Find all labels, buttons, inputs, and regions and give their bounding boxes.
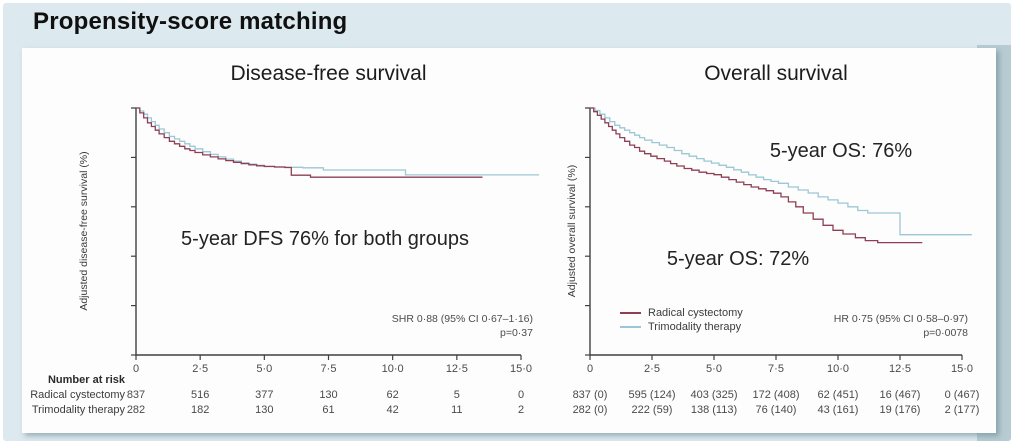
risk-value: 403 (325) — [690, 389, 738, 401]
legend-line-radical-cystectomy — [620, 312, 641, 314]
risk-value: 62 — [386, 389, 399, 401]
figure-panel: Disease-free survival Overall survival A… — [22, 48, 996, 433]
risk-value: 76 (140) — [755, 404, 797, 416]
km-curve-trimodality-therapy — [590, 107, 972, 236]
risk-value: 43 (161) — [817, 404, 859, 416]
survival-curves-plot: 0 2·5 5·0 7·5 10·0 12·5 15·0 0 2·5 5·0 7·5 10·0 12·5… — [131, 107, 973, 375]
km-curve-trimodality-therapy — [136, 107, 539, 176]
x-tick-label: 0 — [587, 363, 593, 375]
risk-row-label-radical-cystectomy: Radical cystectomy — [30, 389, 125, 401]
risk-value: 222 (59) — [631, 404, 673, 416]
risk-value: 182 — [190, 404, 210, 416]
risk-value: 837 (0) — [572, 389, 608, 401]
risk-value: 16 (467) — [879, 389, 921, 401]
y-axis-label-os: Adjusted overall survival (%) — [566, 164, 578, 298]
risk-value: 62 (451) — [817, 389, 859, 401]
x-tick-label: 15·0 — [951, 363, 973, 375]
x-tick-label: 7·5 — [321, 363, 337, 375]
risk-value: 5 — [453, 389, 460, 401]
x-tick-label: 0 — [133, 363, 139, 375]
x-tick-label: 2·5 — [644, 363, 660, 375]
chart-title-os: Overall survival — [704, 62, 848, 85]
risk-value: 516 — [190, 389, 210, 401]
stats-os-p: p=0·0078 — [923, 326, 968, 339]
legend-item-trimodality-therapy: Trimodality therapy — [620, 320, 743, 334]
risk-value: 282 (0) — [572, 404, 608, 416]
risk-value: 19 (176) — [879, 404, 921, 416]
km-curve-radical-cystectomy — [136, 107, 483, 178]
x-tick-label: 5·0 — [256, 363, 272, 375]
x-tick-label: 12·5 — [446, 363, 468, 375]
stats-dfs-hr: SHR 0·88 (95% CI 0·67–1·16) — [391, 313, 533, 325]
x-tick-label: 7·5 — [768, 363, 784, 375]
x-tick-label: 10·0 — [382, 363, 404, 375]
x-tick-label: 15·0 — [510, 363, 532, 375]
risk-value: 61 — [322, 404, 335, 416]
km-curve-radical-cystectomy — [590, 107, 923, 244]
annotation-os-76: 5-year OS: 76% — [769, 140, 913, 162]
risk-row-label-trimodality-therapy: Trimodality therapy — [31, 404, 125, 416]
chart-title-dfs: Disease-free survival — [230, 62, 427, 85]
risk-value: 172 (408) — [752, 389, 800, 401]
risk-value: 138 (113) — [690, 404, 738, 416]
risk-value: 42 — [386, 404, 399, 416]
risk-value: 595 (124) — [628, 389, 676, 401]
risk-value: 11 — [451, 404, 463, 416]
stats-os-hr: HR 0·75 (95% CI 0·58–0·97) — [833, 313, 968, 325]
risk-value: 2 — [517, 404, 525, 416]
legend-line-trimodality-therapy — [620, 326, 641, 328]
stats-dfs-p: p=0·37 — [500, 326, 533, 339]
figure-title: Propensity-score matching — [33, 8, 348, 35]
legend-label-trimodality-therapy: Trimodality therapy — [648, 321, 742, 333]
risk-value: 0 (467) — [944, 389, 980, 401]
risk-value: 2 (177) — [944, 404, 980, 416]
y-axis-label-dfs: Adjusted disease-free survival (%) — [78, 151, 90, 311]
stats-os: HR 0·75 (95% CI 0·58–0·97) p=0·0078 — [718, 313, 968, 340]
risk-value: 837 — [126, 389, 146, 401]
x-tick-label: 5·0 — [706, 363, 722, 375]
legend: Radical cystectomy Trimodality therapy — [620, 306, 743, 334]
number-at-risk-header: Number at risk — [47, 374, 125, 386]
annotation-os-72: 5-year OS: 72% — [666, 248, 810, 270]
legend-item-radical-cystectomy: Radical cystectomy — [620, 306, 743, 320]
annotation-dfs-5year: 5-year DFS 76% for both groups — [181, 228, 469, 250]
risk-value: 130 — [255, 404, 274, 416]
risk-value: 130 — [319, 389, 338, 401]
risk-value: 377 — [255, 389, 274, 401]
x-tick-label: 2·5 — [192, 363, 208, 375]
risk-value: 0 — [517, 389, 525, 401]
x-tick-label: 12·5 — [889, 363, 911, 375]
legend-label-radical-cystectomy: Radical cystectomy — [648, 307, 743, 319]
stats-dfs: SHR 0·88 (95% CI 0·67–1·16) p=0·37 — [283, 313, 533, 340]
risk-value: 282 — [126, 404, 146, 416]
x-tick-label: 10·0 — [827, 363, 849, 375]
